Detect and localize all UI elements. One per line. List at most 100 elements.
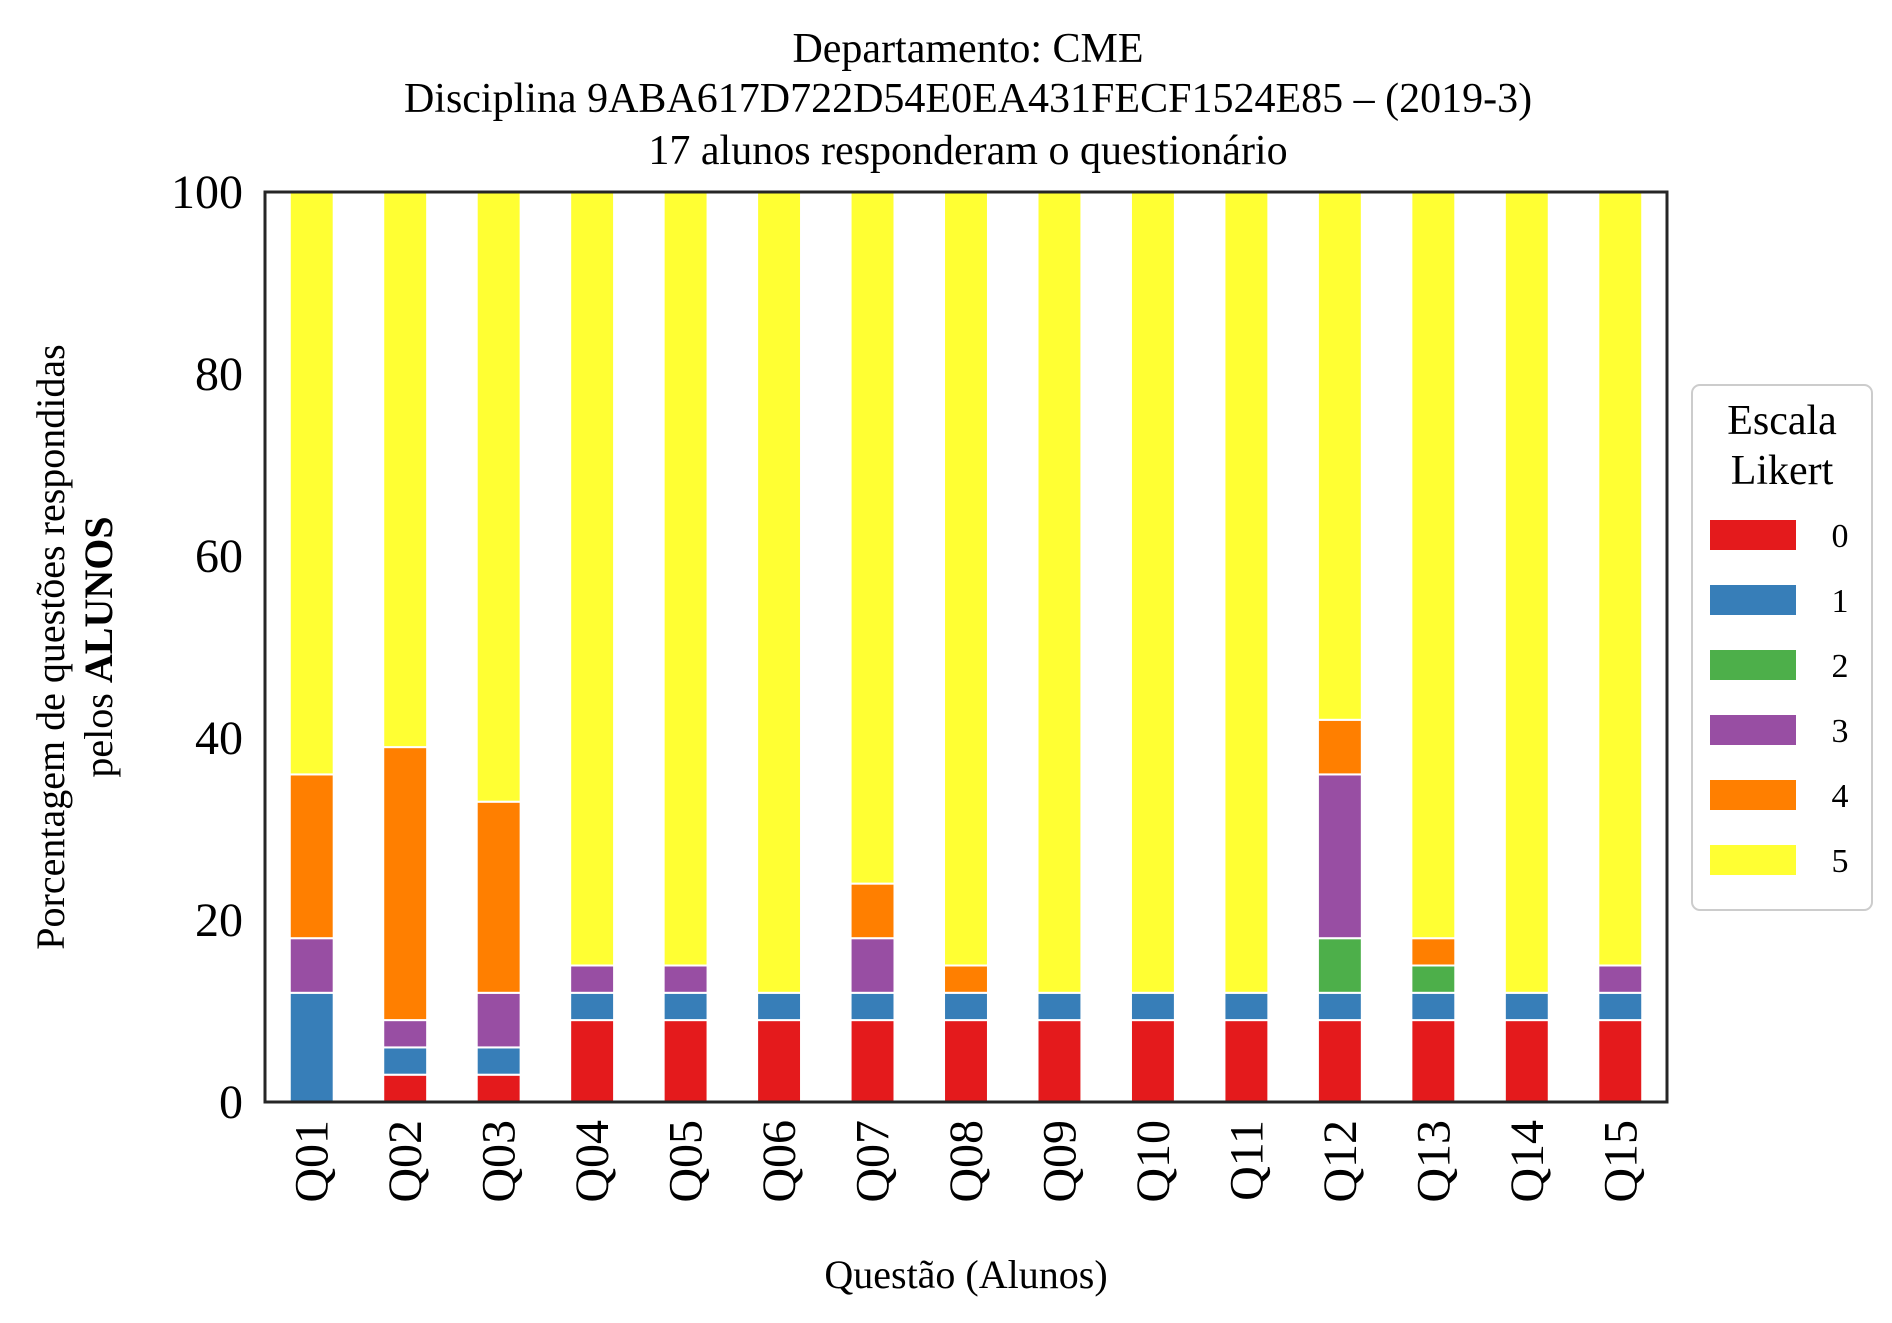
bar-q07-likert-1 bbox=[849, 991, 896, 1022]
x-tick-label-q09: Q09 bbox=[1033, 1120, 1086, 1203]
legend-swatch-2 bbox=[1710, 650, 1796, 680]
bar-q06-likert-1 bbox=[756, 991, 803, 1022]
legend-label-3: 3 bbox=[1832, 713, 1849, 750]
bar-q02-likert-0 bbox=[382, 1073, 429, 1103]
bar-q07-likert-5 bbox=[849, 191, 896, 885]
y-tick-label: 60 bbox=[195, 530, 243, 583]
bar-q01-likert-3 bbox=[288, 937, 335, 994]
bar-q12-likert-5 bbox=[1316, 191, 1363, 721]
bar-q13-likert-0 bbox=[1410, 1019, 1457, 1103]
bar-q10-likert-5 bbox=[1129, 191, 1176, 994]
bar-q12-likert-3 bbox=[1316, 773, 1363, 940]
y-tick-label: 0 bbox=[219, 1076, 243, 1129]
bar-q04-likert-0 bbox=[569, 1019, 616, 1103]
bar-q05-likert-5 bbox=[662, 191, 709, 967]
bar-q04-likert-1 bbox=[569, 991, 616, 1022]
bar-q01-likert-1 bbox=[288, 991, 335, 1103]
bar-q09-likert-0 bbox=[1036, 1019, 1083, 1103]
bar-q15-likert-0 bbox=[1597, 1019, 1644, 1103]
x-tick-label-q15: Q15 bbox=[1594, 1120, 1647, 1203]
bar-q03-likert-0 bbox=[475, 1073, 522, 1103]
bar-q14-likert-5 bbox=[1503, 191, 1550, 994]
legend-swatch-4 bbox=[1710, 780, 1796, 810]
x-tick-label-q13: Q13 bbox=[1407, 1120, 1460, 1203]
bar-q14-likert-0 bbox=[1503, 1019, 1550, 1103]
legend-swatch-3 bbox=[1710, 715, 1796, 745]
x-tick-label-q05: Q05 bbox=[660, 1120, 713, 1203]
bar-q09-likert-5 bbox=[1036, 191, 1083, 994]
x-tick-label-q11: Q11 bbox=[1220, 1120, 1273, 1201]
bar-q12-likert-0 bbox=[1316, 1019, 1363, 1103]
bar-q12-likert-1 bbox=[1316, 991, 1363, 1022]
bar-q06-likert-5 bbox=[756, 191, 803, 994]
legend-label-4: 4 bbox=[1832, 778, 1849, 815]
bar-q04-likert-3 bbox=[569, 964, 616, 994]
bar-q12-likert-2 bbox=[1316, 937, 1363, 994]
bar-q15-likert-3 bbox=[1597, 964, 1644, 994]
bar-q06-likert-0 bbox=[756, 1019, 803, 1103]
bar-q10-likert-0 bbox=[1129, 1019, 1176, 1103]
bar-q05-likert-3 bbox=[662, 964, 709, 994]
bar-q05-likert-0 bbox=[662, 1019, 709, 1103]
x-tick-label-q06: Q06 bbox=[753, 1120, 806, 1203]
legend-label-5: 5 bbox=[1832, 843, 1849, 880]
bar-q09-likert-1 bbox=[1036, 991, 1083, 1022]
bar-q13-likert-4 bbox=[1410, 937, 1457, 967]
bar-q07-likert-4 bbox=[849, 882, 896, 940]
bar-q12-likert-4 bbox=[1316, 718, 1363, 776]
bar-q01-likert-5 bbox=[288, 191, 335, 776]
bar-q05-likert-1 bbox=[662, 991, 709, 1022]
legend-swatch-0 bbox=[1710, 520, 1796, 550]
bars-layer bbox=[288, 191, 1644, 1103]
chart-title-line-1: Departamento: CME bbox=[792, 26, 1143, 72]
x-tick-label-q04: Q04 bbox=[566, 1120, 619, 1203]
chart-title-line-3: 17 alunos responderam o questionário bbox=[648, 128, 1287, 174]
bar-q01-likert-4 bbox=[288, 773, 335, 940]
bar-q03-likert-4 bbox=[475, 800, 522, 994]
bar-q15-likert-5 bbox=[1597, 191, 1644, 967]
bar-q15-likert-1 bbox=[1597, 991, 1644, 1022]
y-tick-label: 100 bbox=[171, 166, 243, 219]
bar-q02-likert-3 bbox=[382, 1019, 429, 1049]
legend-swatch-1 bbox=[1710, 585, 1796, 615]
x-tick-label-q08: Q08 bbox=[940, 1120, 993, 1203]
y-axis-label-prefix: pelos bbox=[76, 683, 121, 777]
bar-q07-likert-0 bbox=[849, 1019, 896, 1103]
y-axis-label: Porcentagem de questões respondidas pelo… bbox=[28, 344, 121, 949]
bar-q08-likert-0 bbox=[943, 1019, 989, 1103]
x-tick-label-q10: Q10 bbox=[1127, 1120, 1180, 1203]
x-tick-label-q03: Q03 bbox=[473, 1120, 526, 1203]
y-tick-labels: 0 20 40 60 80 100 bbox=[171, 166, 243, 1129]
bar-q07-likert-3 bbox=[849, 937, 896, 994]
legend-swatch-5 bbox=[1710, 845, 1796, 875]
bar-q02-likert-5 bbox=[382, 191, 429, 749]
bar-q03-likert-5 bbox=[475, 191, 522, 803]
x-tick-label-q12: Q12 bbox=[1314, 1120, 1367, 1203]
y-axis-label-bold: ALUNOS bbox=[76, 516, 121, 683]
y-tick-label: 20 bbox=[195, 894, 243, 947]
bar-q08-likert-5 bbox=[943, 191, 989, 967]
x-axis-label: Questão (Alunos) bbox=[824, 1252, 1107, 1297]
bar-q13-likert-1 bbox=[1410, 991, 1457, 1022]
legend-title-line-1: Escala bbox=[1727, 398, 1837, 444]
legend-label-1: 1 bbox=[1832, 583, 1849, 620]
legend: Escala Likert 0 1 2 3 4 5 bbox=[1691, 384, 1873, 911]
x-tick-label-q02: Q02 bbox=[379, 1120, 432, 1203]
bar-q08-likert-1 bbox=[943, 991, 989, 1022]
legend-label-2: 2 bbox=[1832, 648, 1849, 685]
bar-q11-likert-1 bbox=[1223, 991, 1270, 1022]
bar-q08-likert-4 bbox=[943, 964, 989, 994]
bar-q02-likert-4 bbox=[382, 746, 429, 1022]
bar-q13-likert-2 bbox=[1410, 964, 1457, 994]
y-tick-label: 40 bbox=[195, 712, 243, 765]
x-tick-label-q07: Q07 bbox=[847, 1120, 900, 1203]
legend-items: 0 1 2 3 4 5 bbox=[1710, 518, 1849, 880]
chart-title-line-2: Disciplina 9ABA617D722D54E0EA431FECF1524… bbox=[404, 76, 1532, 122]
legend-frame bbox=[1691, 384, 1873, 911]
bar-q11-likert-0 bbox=[1223, 1019, 1270, 1103]
bar-q10-likert-1 bbox=[1129, 991, 1176, 1022]
y-axis-label-line-1: Porcentagem de questões respondidas bbox=[28, 344, 73, 949]
y-tick-label: 80 bbox=[195, 348, 243, 401]
x-tick-label-q14: Q14 bbox=[1501, 1120, 1554, 1203]
